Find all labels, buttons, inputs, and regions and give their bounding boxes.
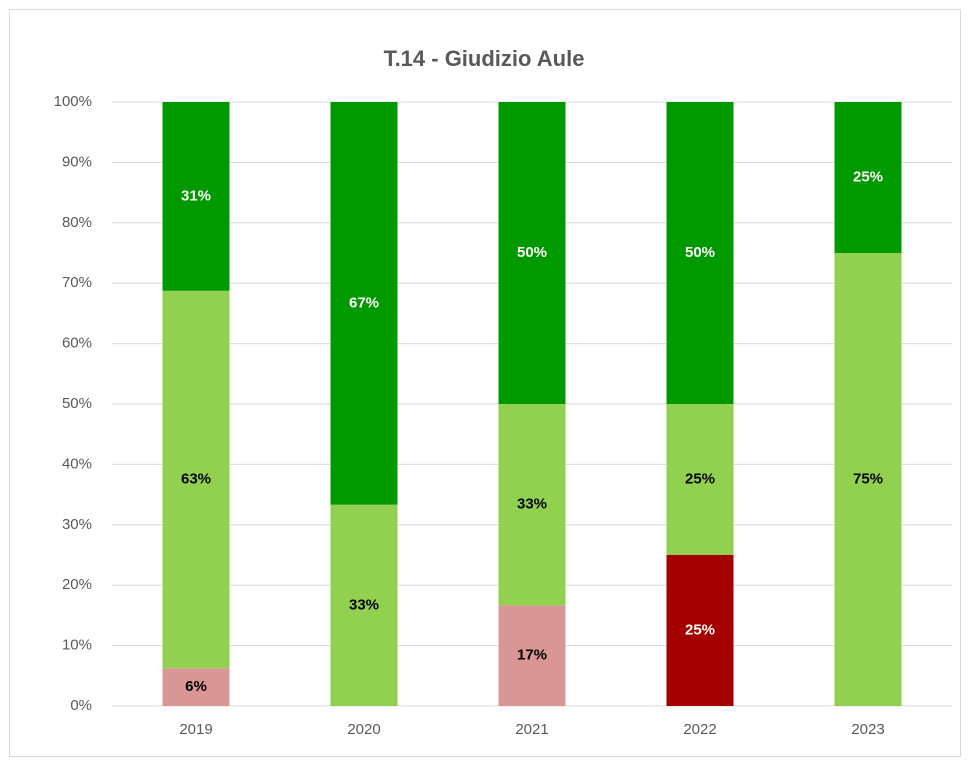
- bar-segment: [834, 253, 902, 706]
- data-label: 25%: [685, 621, 715, 638]
- x-tick-label: 2021: [515, 721, 548, 738]
- y-tick-label: 50%: [62, 395, 92, 412]
- bar-segment: [330, 102, 398, 505]
- data-label: 50%: [517, 244, 547, 261]
- x-tick-label: 2023: [851, 721, 884, 738]
- chart-border: [9, 9, 961, 757]
- y-tick-label: 70%: [62, 274, 92, 291]
- data-label: 33%: [349, 596, 379, 613]
- y-tick-label: 30%: [62, 516, 92, 533]
- y-tick-label: 80%: [62, 214, 92, 231]
- y-tick-label: 0%: [70, 697, 92, 714]
- data-label: 50%: [685, 244, 715, 261]
- y-tick-label: 100%: [54, 93, 92, 110]
- y-tick-label: 60%: [62, 335, 92, 352]
- data-label: 17%: [517, 647, 547, 664]
- bar-segment: [162, 290, 230, 669]
- data-label: 6%: [185, 678, 207, 695]
- bar-segment: [330, 504, 398, 706]
- x-tick-label: 2019: [179, 721, 212, 738]
- bar-segment: [162, 668, 230, 706]
- bar-segment: [498, 404, 566, 606]
- x-tick-label: 2022: [683, 721, 716, 738]
- y-tick-label: 40%: [62, 455, 92, 472]
- x-tick-label: 2020: [347, 721, 380, 738]
- data-label: 75%: [853, 470, 883, 487]
- bar-segment: [498, 605, 566, 706]
- bar-segment: [666, 102, 734, 404]
- bar-segment: [498, 102, 566, 404]
- y-tick-label: 20%: [62, 576, 92, 593]
- bar-segment: [666, 404, 734, 555]
- y-tick-label: 10%: [62, 637, 92, 654]
- bar-segment: [834, 102, 902, 253]
- data-label: 67%: [349, 294, 379, 311]
- data-label: 31%: [181, 187, 211, 204]
- data-label: 33%: [517, 496, 547, 513]
- bar-segment: [162, 102, 230, 291]
- y-tick-label: 90%: [62, 153, 92, 170]
- data-label: 63%: [181, 470, 211, 487]
- chart-title: T.14 - Giudizio Aule: [384, 46, 585, 71]
- data-label: 25%: [853, 168, 883, 185]
- bar-segment: [666, 555, 734, 706]
- data-label: 25%: [685, 470, 715, 487]
